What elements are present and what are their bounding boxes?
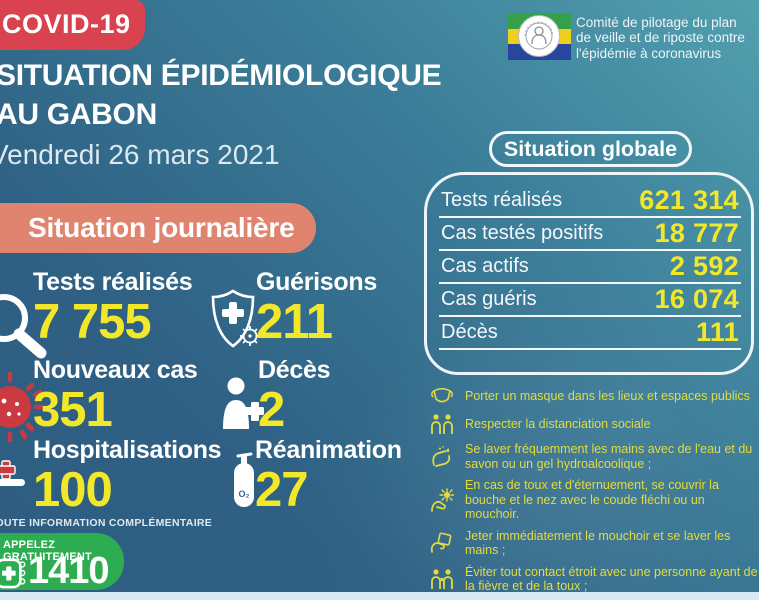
list-item: Respecter la distanciation sociale — [430, 413, 759, 435]
global-stats-table: Tests réalisés 621 314 Cas testés positi… — [424, 172, 754, 375]
stat-label: Guérisons — [256, 268, 377, 296]
list-item: Éviter tout contact étroit avec une pers… — [430, 565, 759, 594]
row-value: 621 314 — [639, 185, 739, 215]
page-title: SITUATION ÉPIDÉMIOLOGIQUE AU GABON — [0, 56, 442, 134]
list-item: Jeter immédiatement le mouchoir et se la… — [430, 529, 759, 558]
stat-label: Décès — [258, 356, 331, 384]
list-item-text: Se laver fréquemment les mains avec de l… — [465, 442, 753, 471]
row-value: 2 592 — [669, 251, 739, 281]
row-value: 16 074 — [654, 284, 739, 314]
cough-elbow-icon — [431, 488, 454, 512]
table-row: Cas testés positifs 18 777 — [439, 218, 741, 251]
stat-reanimation: Réanimation 27 — [255, 436, 402, 515]
stat-value: 7 755 — [33, 295, 152, 349]
stat-value: 2 — [258, 383, 285, 437]
hospital-bed-icon — [0, 460, 25, 486]
stat-label: Hospitalisations — [33, 436, 222, 464]
stat-value: 27 — [255, 463, 309, 517]
bottom-strip — [0, 592, 759, 600]
table-row: Décès 111 — [439, 317, 741, 350]
daily-section-label: Situation journalière — [28, 212, 295, 243]
magnifier-icon — [0, 294, 47, 359]
hotline-badge: APPELEZ GRATUITEMENT 1410 — [0, 533, 124, 592]
row-label: Cas actifs — [441, 255, 529, 277]
row-label: Tests réalisés — [441, 189, 563, 211]
row-label: Décès — [441, 321, 498, 343]
list-item: En cas de toux et d'éternuement, se couv… — [430, 478, 759, 522]
gabon-flag-logo — [508, 13, 571, 60]
list-item-text: Jeter immédiatement le mouchoir et se la… — [465, 528, 731, 558]
row-label: Cas guéris — [441, 288, 537, 310]
row-value: 111 — [696, 317, 739, 347]
row-value: 18 777 — [654, 218, 739, 248]
table-row: Tests réalisés 621 314 — [439, 185, 741, 218]
stat-label: Réanimation — [255, 436, 402, 464]
report-date: Vendredi 26 mars 2021 — [0, 139, 280, 170]
title-line-2: AU GABON — [0, 98, 157, 131]
daily-section-title: Situation journalière — [0, 203, 316, 253]
hotline-info-text: TOUTE INFORMATION COMPLÉMENTAIRE — [0, 517, 213, 529]
oxygen-tank-icon: O₂ — [234, 452, 254, 507]
list-item-text: En cas de toux et d'éternuement, se couv… — [465, 478, 719, 521]
hotline-call-text: APPELEZ GRATUITEMENT — [3, 539, 92, 563]
phone-cross-icon — [0, 557, 26, 588]
stat-value: 211 — [256, 295, 333, 349]
list-item: Se laver fréquemment les mains avec de l… — [430, 442, 759, 471]
list-item-text: Porter un masque dans les lieux et espac… — [465, 388, 750, 403]
stat-label: Nouveaux cas — [33, 356, 198, 384]
global-section-title: Situation globale — [489, 131, 692, 167]
person-cross-icon — [223, 377, 264, 429]
committee-line-2: de veille et de riposte contre — [576, 30, 745, 46]
oxygen-label: O₂ — [239, 489, 250, 499]
stat-deces: Décès 2 — [258, 356, 330, 435]
stat-value: 100 — [33, 463, 113, 517]
list-item-text: Éviter tout contact étroit avec une pers… — [465, 564, 758, 594]
global-section-label: Situation globale — [503, 136, 678, 161]
stat-value: 351 — [33, 383, 113, 437]
stat-tests-realises: Tests réalisés 7 755 — [33, 268, 193, 349]
virus-icon — [0, 371, 45, 443]
avoid-contact-icon — [431, 569, 453, 589]
list-item: Porter un masque dans les lieux et espac… — [430, 386, 759, 406]
prevention-list: Porter un masque dans les lieux et espac… — [430, 386, 759, 600]
list-item-text: Respecter la distanciation sociale — [465, 416, 651, 431]
gabon-seal-icon — [518, 15, 560, 57]
tissue-disposal-icon — [430, 532, 452, 553]
committee-line-1: Comité de pilotage du plan — [576, 15, 737, 30]
hotline-number: 1410 — [28, 550, 110, 592]
table-row: Cas actifs 2 592 — [439, 251, 741, 284]
committee-name: Comité de pilotage du plan de veille et … — [576, 15, 759, 61]
covid-badge-label: COVID-19 — [2, 9, 131, 39]
mask-icon — [431, 387, 453, 403]
committee-line-3: l'épidémie à coronavirus — [576, 45, 722, 61]
hand-washing-icon — [432, 445, 451, 467]
stat-guerisons: Guérisons 211 — [256, 268, 377, 347]
social-distancing-icon — [431, 414, 453, 434]
shield-cross-icon — [211, 289, 260, 348]
row-label: Cas testés positifs — [441, 222, 604, 244]
table-row: Cas guéris 16 074 — [439, 284, 741, 317]
stat-hospitalisations: Hospitalisations 100 — [33, 436, 222, 517]
covid-19-badge: COVID-19 — [0, 0, 145, 50]
title-line-1: SITUATION ÉPIDÉMIOLOGIQUE — [0, 59, 442, 92]
stat-label: Tests réalisés — [33, 268, 193, 296]
stat-nouveaux-cas: Nouveaux cas 351 — [33, 356, 198, 435]
title-block: SITUATION ÉPIDÉMIOLOGIQUE AU GABON Vendr… — [0, 56, 442, 171]
